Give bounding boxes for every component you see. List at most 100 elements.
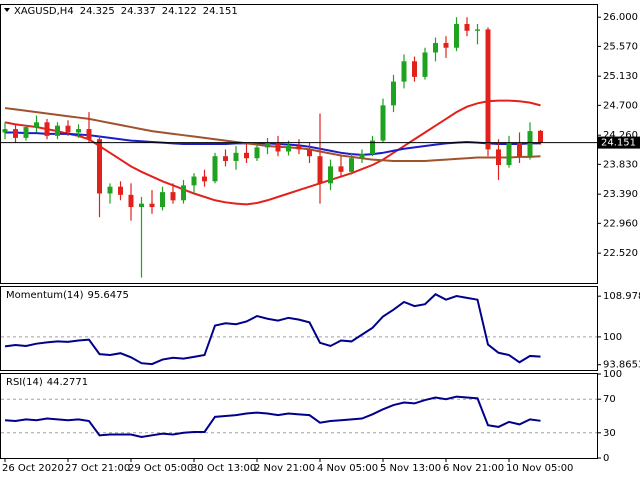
indicator-title: Momentum(14) 95.6475 [6, 290, 129, 301]
candle-body [44, 122, 50, 136]
candle-body [317, 156, 323, 184]
candle-body [433, 42, 438, 53]
candle-body [338, 166, 344, 172]
x-tick-label: 10 Nov 05:00 [506, 463, 573, 474]
candle-body [391, 81, 396, 106]
candle-body [475, 29, 480, 31]
candle-body [233, 152, 239, 161]
candle-body [97, 139, 102, 194]
candle-body [380, 105, 386, 141]
indicator-title: RSI(14) 44.2771 [6, 377, 88, 388]
candle-body [254, 147, 260, 159]
indicator-name: RSI(14) [6, 377, 43, 388]
indicator-line [4, 395, 541, 439]
main-panel-frame [0, 4, 598, 284]
candle-body [370, 140, 375, 155]
current-price-label: 24.151 [601, 138, 636, 149]
candle-body [464, 23, 470, 31]
candle-body [55, 125, 60, 136]
candle-body [13, 129, 18, 138]
momentum-panel-frame [0, 286, 598, 371]
symbol-menu-icon [4, 8, 10, 12]
y-tick-label: 22.960 [603, 218, 638, 229]
candle-body [454, 23, 459, 48]
candle-body [86, 129, 92, 140]
candle-body [538, 130, 543, 143]
ohlc-close: 24.151 [203, 6, 238, 17]
x-tick-label: 29 Oct 05:00 [128, 463, 193, 474]
y-tick-label: 24.700 [603, 100, 638, 111]
x-tick-label: 27 Oct 21:00 [65, 463, 130, 474]
y-tick-label: 70 [603, 394, 616, 405]
candle-body [170, 192, 176, 201]
y-tick-label: 108.9783 [603, 291, 640, 302]
candle-body [349, 158, 354, 172]
candle-body [76, 129, 81, 133]
x-tick-label: 5 Nov 13:00 [380, 463, 441, 474]
symbol-title: XAGUSD,H4 [14, 6, 74, 17]
current-price-box [598, 136, 640, 149]
candle-body [23, 127, 29, 138]
candle-body [275, 142, 281, 152]
candle-body [496, 149, 501, 166]
candle-body [527, 131, 533, 157]
candle-body [265, 142, 270, 148]
candle-body [65, 125, 71, 133]
y-tick-label: 100 [603, 332, 622, 343]
y-tick-label: 23.830 [603, 159, 638, 170]
rsi-panel-frame [0, 373, 598, 459]
y-tick-label: 0 [603, 453, 609, 464]
candle-body [212, 156, 218, 182]
y-tick-label: 23.390 [603, 189, 638, 200]
candle-body [149, 203, 155, 208]
candle-body [191, 176, 197, 186]
y-tick-label: 100 [603, 369, 622, 380]
ohlc-open: 24.325 [80, 6, 115, 17]
candle-body [443, 42, 449, 48]
y-tick-label: 25.570 [603, 41, 638, 52]
x-tick-label: 26 Oct 2020 [2, 463, 64, 474]
candle-body [328, 166, 333, 184]
indicator-line [4, 293, 541, 366]
ohlc-low: 24.122 [162, 6, 197, 17]
chart-title: XAGUSD,H4 24.325 24.337 24.122 24.151 [14, 6, 238, 17]
x-tick-label: 2 Nov 21:00 [254, 463, 315, 474]
ohlc-high: 24.337 [121, 6, 156, 17]
indicator-value: 44.2771 [47, 377, 88, 388]
y-tick-label: 30 [603, 428, 616, 439]
candle-body [118, 186, 123, 195]
y-tick-label: 24.260 [603, 130, 638, 141]
indicator-value: 95.6475 [88, 290, 129, 301]
y-tick-label: 26.000 [603, 12, 638, 23]
candle-body [359, 154, 365, 159]
candle-body [506, 142, 512, 166]
x-tick-label: 4 Nov 05:00 [317, 463, 378, 474]
indicator-name: Momentum(14) [6, 290, 84, 301]
candle-body [244, 152, 249, 159]
moving-average [4, 107, 541, 162]
candle-body [139, 203, 144, 208]
x-tick-label: 30 Oct 13:00 [191, 463, 256, 474]
candle-body [485, 29, 491, 150]
candle-body [34, 122, 39, 128]
y-tick-label: 25.130 [603, 71, 638, 82]
candle-body [128, 194, 134, 208]
candle-body [107, 186, 113, 194]
candle-body [286, 146, 291, 152]
candle-body [517, 142, 522, 157]
candle-body [307, 149, 312, 157]
candle-body [296, 146, 302, 150]
candle-body [422, 52, 428, 77]
y-tick-label: 22.520 [603, 248, 638, 259]
candle-body [202, 176, 207, 182]
candle-body [412, 61, 417, 77]
x-tick-label: 6 Nov 21:00 [443, 463, 504, 474]
candle-body [160, 192, 165, 208]
candle-body [401, 61, 407, 82]
candle-body [223, 156, 228, 161]
y-tick-label: 93.8653 [603, 360, 640, 371]
candle-body [2, 129, 8, 133]
candle-body [181, 185, 186, 201]
